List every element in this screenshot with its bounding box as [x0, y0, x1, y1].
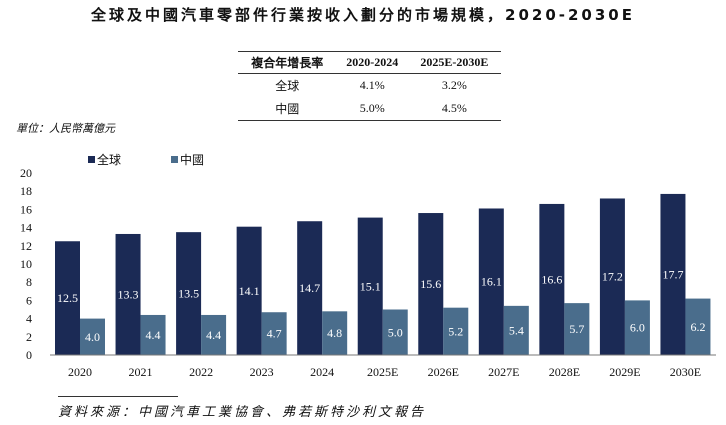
x-tick-label: 2028E	[549, 365, 580, 379]
x-tick-label: 2030E	[670, 365, 701, 379]
legend-label: 全球	[97, 152, 121, 167]
bar-china	[201, 314, 227, 355]
cagr-row-china: 中國 5.0% 4.5%	[238, 97, 501, 121]
data-label: 13.3	[118, 287, 139, 301]
bar-global	[539, 203, 565, 355]
legend-swatch	[88, 156, 95, 163]
bar-china	[564, 303, 590, 355]
data-label: 5.7	[569, 322, 584, 336]
bar-global	[660, 193, 686, 355]
legend-swatch	[171, 156, 178, 163]
y-tick-label: 12	[20, 239, 32, 253]
bar-global	[599, 198, 625, 355]
data-label: 6.2	[690, 320, 705, 334]
source-divider	[58, 396, 178, 397]
data-label: 17.7	[662, 267, 683, 281]
bar-china	[443, 307, 469, 355]
x-tick-label: 2022	[189, 365, 213, 379]
x-tick-label: 2021	[129, 365, 153, 379]
data-label: 5.0	[388, 325, 403, 339]
y-tick-label: 16	[20, 202, 32, 216]
data-label: 16.1	[481, 275, 502, 289]
data-label: 13.5	[178, 287, 199, 301]
bar-china	[261, 312, 287, 355]
data-label: 15.6	[420, 277, 441, 291]
x-tick-label: 2026E	[428, 365, 459, 379]
data-label: 4.4	[146, 328, 161, 342]
cagr-header-row: 複合年增長率 2020-2024 2025E-2030E	[238, 51, 501, 74]
bar-global	[478, 208, 504, 355]
data-label: 15.1	[360, 279, 381, 293]
bar-global	[236, 226, 262, 355]
data-label: 5.2	[448, 324, 463, 338]
source-note: 資料來源：中國汽車工業協會、弗若斯特沙利文報告	[58, 404, 427, 419]
y-tick-label: 18	[20, 184, 32, 198]
bar-global	[297, 221, 323, 355]
cagr-cell: 5.0%	[336, 97, 408, 121]
data-label: 17.2	[602, 270, 623, 284]
bar-china	[80, 318, 105, 355]
y-tick-label: 8	[26, 275, 32, 289]
y-tick-label: 2	[26, 330, 32, 344]
bar-global	[176, 232, 202, 355]
unit-label: 單位：人民幣萬億元	[16, 123, 115, 135]
x-tick-label: 2029E	[609, 365, 640, 379]
x-tick-label: 2027E	[488, 365, 519, 379]
data-label: 4.0	[85, 330, 100, 344]
data-label: 6.0	[630, 321, 645, 335]
chart-title: 全球及中國汽車零部件行業按收入劃分的市場規模，2020-2030E	[91, 6, 635, 24]
cagr-cell: 中國	[238, 97, 337, 121]
data-label: 12.5	[57, 291, 78, 305]
x-tick-label: 2020	[68, 365, 92, 379]
data-label: 14.1	[239, 284, 260, 298]
cagr-table: 複合年增長率 2020-2024 2025E-2030E 全球 4.1% 3.2…	[238, 51, 501, 121]
data-label: 5.4	[509, 323, 524, 337]
x-tick-label: 2025E	[367, 365, 398, 379]
data-label: 4.4	[206, 328, 221, 342]
data-label: 4.7	[267, 327, 282, 341]
cagr-cell: 3.2%	[441, 78, 467, 92]
y-tick-label: 6	[26, 293, 32, 307]
bar-global	[418, 213, 444, 355]
bar-china	[503, 305, 529, 355]
cagr-header: 複合年增長率	[238, 51, 337, 74]
cagr-header: 2025E-2030E	[407, 51, 501, 74]
cagr-header: 2020-2024	[336, 51, 408, 74]
cagr-cell: 4.5%	[407, 97, 501, 121]
bar-china	[624, 300, 650, 355]
x-tick-label: 2024	[310, 365, 334, 379]
cagr-row-global: 全球 4.1% 3.2%	[238, 74, 501, 98]
data-label: 14.7	[299, 281, 320, 295]
bar-global	[55, 241, 80, 355]
legend-label: 中國	[180, 152, 204, 167]
cagr-cell: 4.1%	[359, 78, 385, 92]
y-tick-label: 20	[20, 166, 32, 180]
data-label: 4.8	[327, 326, 342, 340]
y-tick-label: 14	[20, 221, 32, 235]
bar-china	[685, 298, 711, 355]
y-tick-label: 0	[26, 348, 32, 362]
data-label: 16.6	[541, 272, 562, 286]
cagr-cell: 全球	[275, 79, 300, 93]
x-tick-label: 2023	[250, 365, 274, 379]
bar-global	[115, 233, 141, 355]
bar-china	[322, 311, 348, 355]
bar-china	[140, 314, 166, 355]
bar-china	[382, 309, 408, 355]
y-tick-label: 4	[26, 312, 32, 326]
bar-global	[357, 217, 383, 355]
y-tick-label: 10	[20, 257, 32, 271]
